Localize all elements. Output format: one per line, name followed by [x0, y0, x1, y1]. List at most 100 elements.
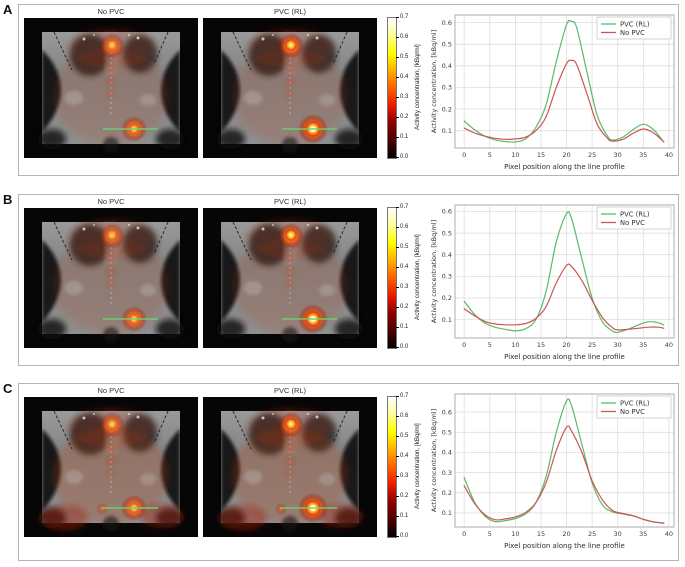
pet-fusion-image [203, 397, 377, 537]
svg-text:0.5: 0.5 [442, 229, 452, 237]
svg-text:35: 35 [639, 530, 647, 538]
colorbar-tick: 0.4 [396, 74, 408, 80]
x-axis-label: Pixel position along the line profile [504, 353, 625, 361]
contour-right [161, 240, 180, 322]
legend-label: No PVC [620, 219, 645, 227]
svg-text:5: 5 [488, 151, 492, 159]
svg-text:0.5: 0.5 [442, 40, 452, 48]
svg-text:15: 15 [537, 151, 545, 159]
svg-text:0.3: 0.3 [442, 273, 452, 281]
chart-grid [455, 394, 674, 527]
series-pvc-rl [463, 211, 665, 333]
legend-label: No PVC [620, 408, 645, 416]
svg-text:10: 10 [511, 151, 519, 159]
chart-legend: PVC (RL)No PVC [596, 206, 672, 230]
svg-text:35: 35 [639, 341, 647, 349]
x-tick-labels: 0 5 10 15 20 25 30 35 40 [462, 530, 673, 538]
chart-frame [454, 204, 675, 339]
svg-text:0.2: 0.2 [442, 489, 452, 497]
colorbar-tick: 0.3 [396, 473, 408, 479]
legend-label: PVC (RL) [620, 210, 650, 218]
contour-right [161, 50, 180, 132]
svg-text:0.1: 0.1 [442, 316, 452, 324]
colorbar: 0.0 0.1 0.2 0.3 0.4 0.5 0.6 0.7 Activity concen… [387, 204, 435, 350]
colorbar: 0.0 0.1 0.2 0.3 0.4 0.5 0.6 0.7 Activity concen… [387, 14, 435, 160]
image-title: PVC (RL) [273, 197, 307, 206]
image-title: No PVC [97, 7, 125, 16]
pet-fusion-svg [203, 397, 377, 537]
colorbar-tick: 0.6 [396, 224, 408, 230]
contour-left [42, 429, 61, 511]
svg-text:20: 20 [562, 530, 570, 538]
series-no-pvc [463, 59, 665, 143]
y-tick-labels: 0.1 0.2 0.3 0.4 0.5 0.6 [442, 408, 452, 517]
chart-legend: PVC (RL)No PVC [596, 16, 672, 40]
colorbar-tick: 0.2 [396, 493, 408, 499]
svg-text:40: 40 [665, 530, 673, 538]
panel-box: No PVC PVC (RL) 0.0 0.1 0.2 0.3 0.4 0.5 0.6 0.7… [18, 383, 679, 561]
colorbar-tick: 0.5 [396, 244, 408, 250]
colorbar-ticks: 0.0 0.1 0.2 0.3 0.4 0.5 0.6 0.7 [396, 204, 412, 350]
svg-text:0.6: 0.6 [442, 19, 452, 27]
colorbar-tick: 0.7 [396, 14, 408, 20]
contour-left [42, 50, 61, 132]
secondary-hotspot [96, 503, 108, 515]
line-profile-chart: 0 5 10 15 20 25 30 35 40 0.1 0.2 0.3 0.4 0.5 0.6 PVC (R… [429, 384, 677, 554]
svg-text:30: 30 [614, 341, 622, 349]
svg-text:25: 25 [588, 341, 596, 349]
svg-text:0.3: 0.3 [442, 84, 452, 92]
colorbar-tick: 0.0 [396, 533, 408, 539]
contour-right [340, 240, 359, 322]
panel-label: A [3, 2, 13, 17]
chart-frame [454, 393, 675, 528]
x-tick-labels: 0 5 10 15 20 25 30 35 40 [462, 151, 673, 159]
chart-series [463, 398, 665, 524]
colorbar-gradient [387, 17, 397, 159]
colorbar-gradient [387, 207, 397, 349]
colorbar-label: Activity concentration, [kBq/ml] [414, 234, 421, 320]
chart-grid [455, 205, 674, 338]
pet-fusion-svg [24, 397, 198, 537]
pet-image-block-pvc-rl: PVC (RL) [203, 386, 377, 537]
svg-text:35: 35 [639, 151, 647, 159]
colorbar-tick: 0.7 [396, 393, 408, 399]
image-title: PVC (RL) [273, 386, 307, 395]
image-title: PVC (RL) [273, 7, 307, 16]
secondary-hotspot [275, 503, 287, 515]
y-tick-labels: 0.1 0.2 0.3 0.4 0.5 0.6 [442, 208, 452, 324]
svg-text:25: 25 [588, 151, 596, 159]
svg-text:0.5: 0.5 [442, 429, 452, 437]
svg-text:0.4: 0.4 [442, 251, 452, 259]
image-title: No PVC [97, 197, 125, 206]
line-profile-chart: 0 5 10 15 20 25 30 35 40 0.1 0.2 0.3 0.4 0.5 0.6 PVC (R… [429, 195, 677, 365]
svg-text:5: 5 [488, 341, 492, 349]
svg-text:10: 10 [511, 341, 519, 349]
line-chart-svg: 0 5 10 15 20 25 30 35 40 0.1 0.2 0.3 0.4 0.5 0.6 PVC (R… [430, 393, 675, 550]
chart-legend: PVC (RL)No PVC [596, 395, 672, 419]
legend-label: PVC (RL) [620, 20, 650, 28]
series-no-pvc [463, 263, 665, 331]
svg-text:0.4: 0.4 [442, 62, 452, 70]
line-chart-svg: 0 5 10 15 20 25 30 35 40 0.1 0.2 0.3 0.4 0.5 0.6 PVC (R… [430, 14, 675, 171]
pet-fusion-image [203, 18, 377, 158]
contour-right [340, 429, 359, 511]
pet-fusion-svg [24, 208, 198, 348]
pet-fusion-svg [203, 208, 377, 348]
pet-image-block-no-pvc: No PVC [24, 7, 198, 158]
figure-panel-a: A No PVC PVC (RL) 0.0 0.1 0.2 0.3 0.4 0.5 0.6 0… [0, 0, 685, 188]
svg-text:30: 30 [614, 151, 622, 159]
svg-text:0.6: 0.6 [442, 208, 452, 216]
pet-image-block-pvc-rl: PVC (RL) [203, 7, 377, 158]
colorbar-tick: 0.6 [396, 34, 408, 40]
colorbar-tick: 0.2 [396, 304, 408, 310]
colorbar-ticks: 0.0 0.1 0.2 0.3 0.4 0.5 0.6 0.7 [396, 14, 412, 160]
svg-text:30: 30 [614, 530, 622, 538]
svg-text:0: 0 [462, 341, 466, 349]
svg-text:10: 10 [511, 530, 519, 538]
colorbar-ticks: 0.0 0.1 0.2 0.3 0.4 0.5 0.6 0.7 [396, 393, 412, 539]
legend-label: No PVC [620, 29, 645, 37]
panel-label: C [3, 381, 13, 396]
legend-label: PVC (RL) [620, 399, 650, 407]
svg-text:0.2: 0.2 [442, 294, 452, 302]
